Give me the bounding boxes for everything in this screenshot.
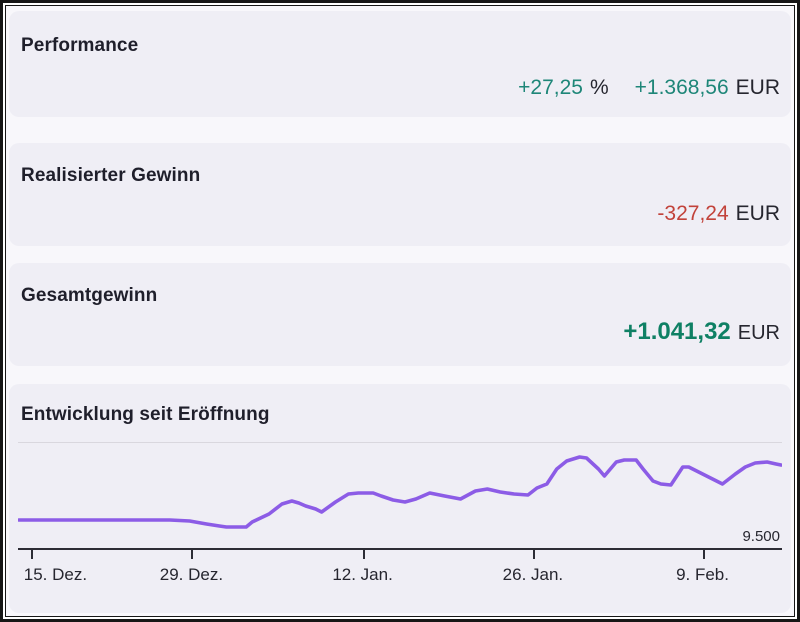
x-axis-label: 12. Jan. <box>332 565 393 584</box>
total-gain-title: Gesamtgewinn <box>21 285 158 306</box>
realized-gain-card: Realisierter Gewinn -327,24 EUR <box>9 143 791 246</box>
total-gain-amount-value: +1.041,32 <box>623 318 731 345</box>
total-gain-amount-pair: +1.041,32 EUR <box>623 318 780 346</box>
sparkline-svg <box>18 455 782 529</box>
x-axis-label: 26. Jan. <box>502 565 564 584</box>
x-axis-label: 15. Dez. <box>23 565 88 584</box>
performance-percent-unit: % <box>589 76 609 99</box>
axis-tick <box>30 550 33 559</box>
realized-gain-values: -327,24 EUR <box>21 202 780 226</box>
performance-amount-pair: +1.368,56 EUR <box>635 76 780 100</box>
total-gain-card: Gesamtgewinn +1.041,32 EUR <box>9 263 791 366</box>
performance-percent-value: +27,25 <box>518 76 583 99</box>
axis-tick <box>362 550 365 559</box>
total-gain-amount-unit: EUR <box>737 322 780 344</box>
realized-gain-title: Realisierter Gewinn <box>21 165 201 186</box>
performance-card: Performance +27,25 % +1.368,56 EUR <box>9 11 791 117</box>
total-gain-values: +1.041,32 EUR <box>21 318 780 346</box>
realized-gain-amount-pair: -327,24 EUR <box>657 202 780 226</box>
performance-line <box>18 455 782 529</box>
axis-tick <box>702 550 705 559</box>
x-axis-line <box>18 548 782 561</box>
development-chart-card: Entwicklung seit Eröffnung 9.500 15. Dez… <box>9 384 791 613</box>
axis-tick <box>532 550 535 559</box>
chart-plot-area: 9.500 <box>18 442 782 548</box>
performance-percent-pair: +27,25 % <box>518 76 609 100</box>
performance-amount-value: +1.368,56 <box>634 76 729 99</box>
x-axis-labels: 15. Dez. 29. Dez. 12. Jan. 26. Jan. 9. F… <box>18 563 782 589</box>
performance-amount-unit: EUR <box>735 76 780 99</box>
performance-values: +27,25 % +1.368,56 EUR <box>21 76 780 100</box>
realized-gain-amount-unit: EUR <box>735 202 780 225</box>
realized-gain-amount-value: -327,24 <box>657 202 729 225</box>
app-panel: Performance +27,25 % +1.368,56 EUR Reali… <box>5 5 795 617</box>
performance-title: Performance <box>21 35 139 56</box>
axis-tick <box>191 550 194 559</box>
y-axis-reference-label: 9.500 <box>742 528 780 545</box>
frame-white-line: Performance +27,25 % +1.368,56 EUR Reali… <box>3 3 797 619</box>
x-axis-label: 9. Feb. <box>676 565 729 584</box>
x-axis-label: 29. Dez. <box>159 565 224 584</box>
development-chart-title: Entwicklung seit Eröffnung <box>21 404 270 425</box>
